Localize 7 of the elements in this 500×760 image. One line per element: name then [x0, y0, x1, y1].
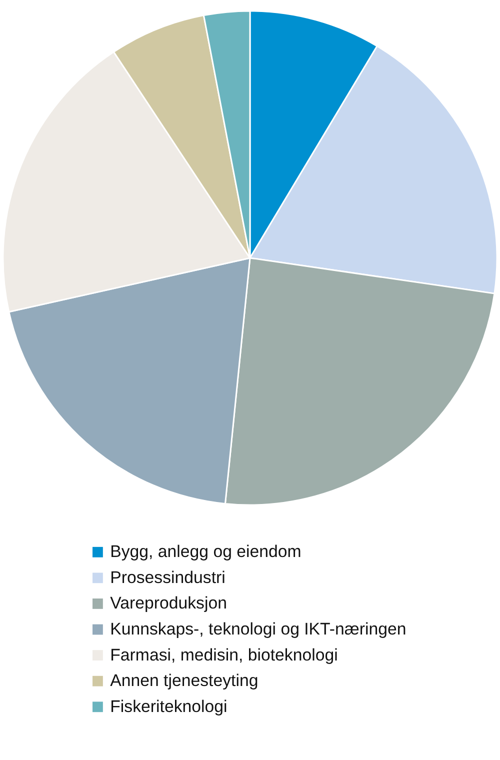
legend-label: Kunnskaps-, teknologi og IKT-næringen [110, 619, 406, 638]
legend-label: Prosessindustri [110, 568, 226, 587]
legend-label: Fiskeriteknologi [110, 696, 228, 716]
legend-label: Farmasi, medisin, bioteknologi [110, 645, 338, 664]
legend-label: Vareproduksjon [110, 594, 227, 613]
legend-label: Annen tjenesteyting [110, 671, 258, 690]
legend-label: Bygg, anlegg og eiendom [110, 542, 302, 562]
